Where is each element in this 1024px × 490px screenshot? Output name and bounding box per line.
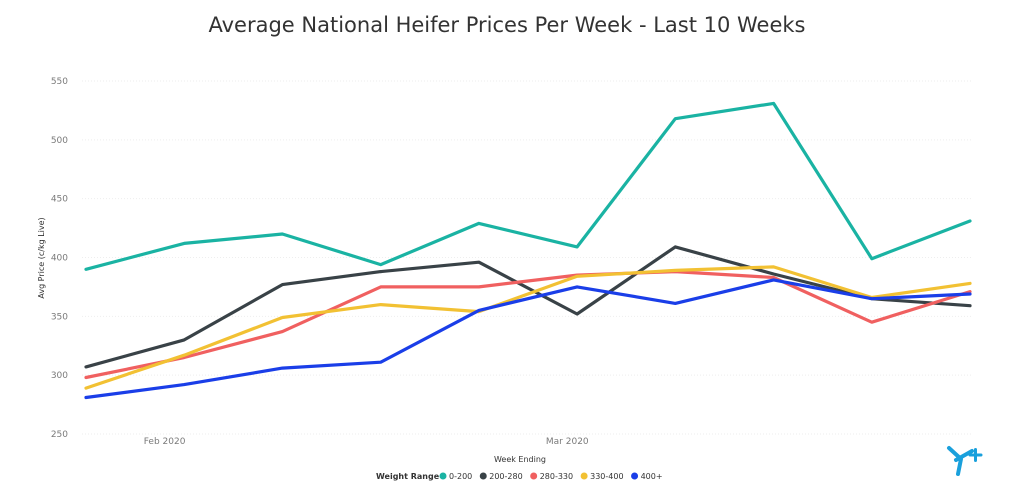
- series-line-330-400: [84, 265, 972, 390]
- x-axis-ticks: Feb 2020 Mar 2020: [144, 437, 589, 447]
- gridlines: [82, 80, 972, 435]
- series-lines: [84, 101, 972, 400]
- y-axis-label: Avg Price (c/kg Live): [37, 217, 46, 298]
- chart-title: Average National Heifer Prices Per Week …: [208, 13, 805, 37]
- y-tick-label: 300: [51, 371, 68, 381]
- legend-marker: [479, 472, 487, 480]
- series-line-0-200: [84, 101, 972, 271]
- y-tick-label: 550: [51, 77, 68, 87]
- x-axis-label: Week Ending: [494, 455, 546, 464]
- y-tick-label: 500: [51, 136, 68, 146]
- y-axis-ticks: 250 300 350 400 450 500 550: [51, 77, 68, 440]
- x-tick-label: Mar 2020: [546, 437, 589, 447]
- y-tick-label: 450: [51, 195, 68, 205]
- y-tick-label: 250: [51, 430, 68, 440]
- legend-item-label: 200-280: [489, 472, 522, 481]
- legend-item-label: 0-200: [449, 472, 472, 481]
- legend-marker: [530, 472, 538, 480]
- legend-item-label: 280-330: [540, 472, 573, 481]
- legend-item-label: 330-400: [590, 472, 623, 481]
- legend: Weight Range 0-200 200-280 280-330 330-400 4…: [376, 472, 663, 481]
- legend-title: Weight Range: [376, 472, 440, 481]
- series-line-200-280: [84, 245, 972, 369]
- legend-item-label: 400+: [641, 472, 663, 481]
- legend-marker: [631, 472, 639, 480]
- legend-marker: [580, 472, 588, 480]
- y-tick-label: 350: [51, 312, 68, 322]
- y-tick-label: 400: [51, 254, 68, 264]
- series-line-400+: [84, 278, 972, 400]
- series-line-280-330: [84, 270, 972, 380]
- legend-marker: [439, 472, 447, 480]
- brand-logo-icon: [947, 446, 983, 476]
- x-tick-label: Feb 2020: [144, 437, 186, 447]
